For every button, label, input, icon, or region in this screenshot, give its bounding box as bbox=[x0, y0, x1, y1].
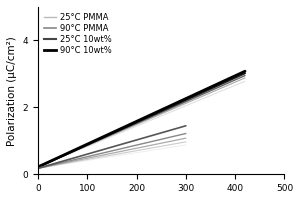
Legend: 25°C PMMA, 90°C PMMA, 25°C 10wt%, 90°C 10wt%: 25°C PMMA, 90°C PMMA, 25°C 10wt%, 90°C 1… bbox=[42, 11, 113, 57]
Y-axis label: Polarization (μC/cm²): Polarization (μC/cm²) bbox=[7, 36, 17, 146]
